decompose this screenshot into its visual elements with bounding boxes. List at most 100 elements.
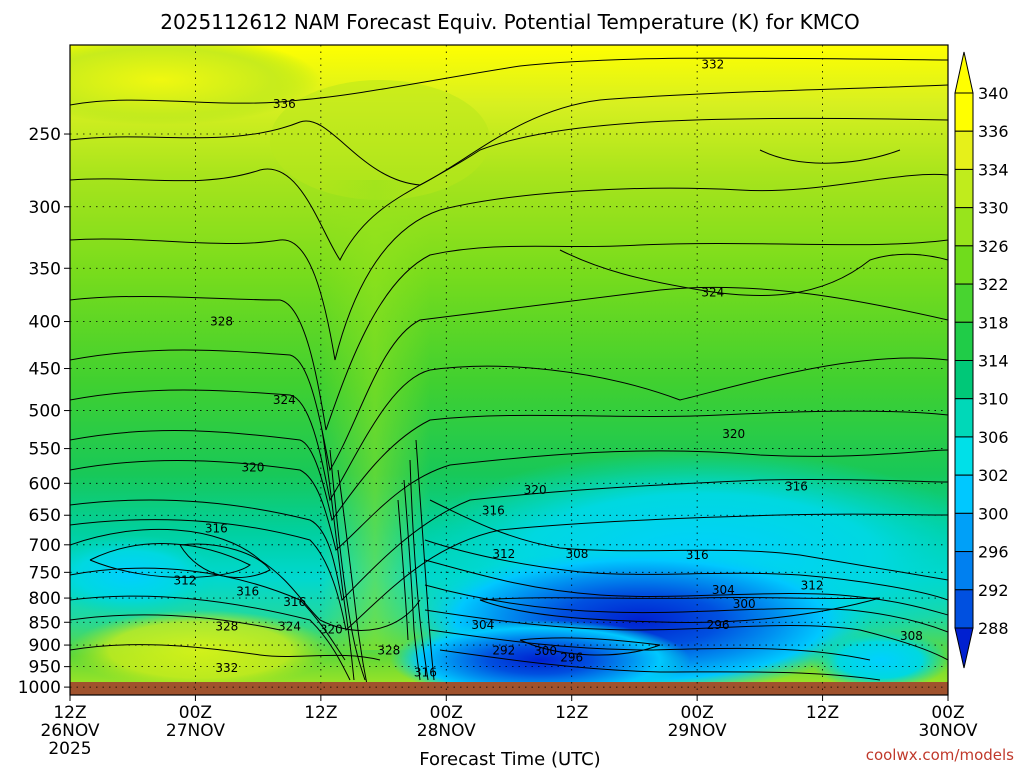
x-tick-label: 00Z [931,703,964,723]
contour-label: 316 [482,503,505,517]
y-tick-label: 750 [29,563,61,583]
contour-label: 316 [785,480,808,494]
x-tick-label: 00Z [681,703,714,723]
contour-label: 304 [471,618,494,632]
y-tick-label: 550 [29,440,61,460]
contour-label: 324 [278,619,301,633]
contour-label: 316 [236,585,259,599]
y-tick-label: 800 [29,589,61,609]
colorbar-swatch [954,436,974,476]
x-tick-date: 28NOV [417,721,476,741]
x-tick-label: 12Z [53,703,86,723]
colorbar-swatch [954,168,974,209]
contour-label: 320 [722,427,745,441]
x-tick-date: 27NOV [166,721,225,741]
colorbar-extend-top [954,51,974,94]
colorbar-label: 302 [978,466,1009,485]
x-tick-label: 12Z [304,703,337,723]
contour-label: 292 [492,643,515,657]
contour-label: 328 [210,315,233,329]
contour-label: 328 [215,619,238,633]
grid [70,45,948,695]
contour-label: 332 [701,57,724,71]
contour-label: 324 [701,286,724,300]
colorbar-label: 326 [978,237,1009,256]
colorbar-swatch [954,589,974,629]
x-tick-date: 29NOV [668,721,727,741]
x-tick-label: 00Z [179,703,212,723]
contour-label: 304 [712,583,735,597]
y-tick-label: 650 [29,506,61,526]
cold-core-c [810,630,948,690]
colorbar-label: 300 [978,504,1009,523]
x-tick-year: 2025 [48,739,91,759]
x-tick-label: 12Z [555,703,588,723]
contour-label: 300 [733,597,756,611]
colorbar-swatch [954,551,974,591]
colorbar-label: 336 [978,122,1009,141]
contour-label: 316 [414,665,437,679]
colorbar-swatch [954,130,974,170]
contour-label: 328 [377,643,400,657]
y-tick-label: 250 [29,125,61,145]
y-tick-label: 900 [29,636,61,656]
colorbar-label: 318 [978,313,1009,332]
contour-label: 312 [174,574,197,588]
colorbar-label: 340 [978,84,1009,103]
y-tick-label: 300 [29,198,61,218]
y-tick-label: 850 [29,613,61,633]
contour-label: 324 [273,393,296,407]
colorbar-swatch [954,398,974,438]
contour-label: 316 [205,522,228,536]
colorbar: 340 336 334 330 326 322 318 314 310 306 302 300 296 2… [954,51,1009,669]
contour-label: 312 [492,547,515,561]
colorbar-swatch [954,283,974,323]
contour-lines [70,57,948,691]
cold-core-b [390,620,690,695]
x-tick-date: 26NOV [40,721,99,741]
y-tick-label: 350 [29,259,61,279]
colorbar-label: 322 [978,275,1009,294]
colorbar-label: 288 [978,619,1009,638]
surface-terrain [70,682,948,695]
contour-label: 320 [241,461,264,475]
credit-link[interactable]: coolwx.com/models [866,746,1014,764]
y-tick-label: 1000 [18,678,61,698]
contour-label: 308 [900,629,923,643]
x-axis-title: Forecast Time (UTC) [419,749,600,768]
contour-label: 316 [283,595,306,609]
contour-label: 320 [320,623,343,637]
contour-labels: 332 336 328 324 324 320 320 320 316 316 316 312 308 3… [174,57,923,679]
colorbar-label: 334 [978,160,1009,179]
colorbar-swatch [954,92,974,132]
contour-label: 320 [524,483,547,497]
colorbar-label: 310 [978,390,1009,409]
x-tick-label: 12Z [806,703,839,723]
plot-area: 332 336 328 324 324 320 320 320 316 316 316 312 308 3… [70,45,948,695]
colorbar-label: 314 [978,352,1009,371]
x-tick-label: 00Z [430,703,463,723]
y-tick-label: 450 [29,360,61,380]
upper-moist-region [70,45,320,125]
contour-label: 316 [686,548,709,562]
colorbar-swatch [954,474,974,514]
colorbar-extend-bottom [954,627,974,669]
y-tick-label: 700 [29,536,61,556]
y-tick-label: 400 [29,313,61,333]
colorbar-swatch [954,207,974,247]
contour-label: 308 [565,547,588,561]
y-tick-label: 500 [29,402,61,422]
colorbar-label: 292 [978,581,1009,600]
colorbar-label: 296 [978,543,1009,562]
contour-label: 336 [273,97,296,111]
contour-label: 312 [801,578,824,592]
x-tick-date: 30NOV [918,721,977,741]
colorbar-swatch [954,360,974,400]
colorbar-swatch [954,245,974,285]
contour-label: 296 [707,618,730,632]
upper-dry-slot [270,80,490,200]
y-tick-label: 950 [29,658,61,678]
colorbar-label: 306 [978,428,1009,447]
